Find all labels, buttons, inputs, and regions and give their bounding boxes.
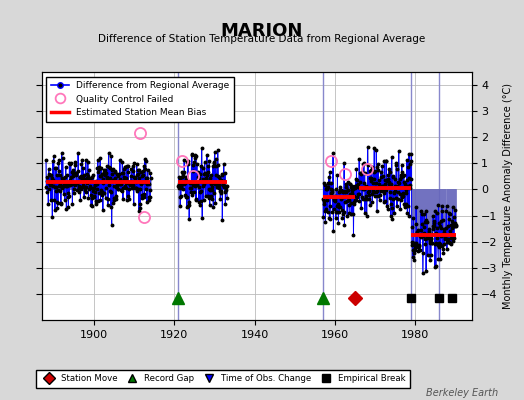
Legend: Station Move, Record Gap, Time of Obs. Change, Empirical Break: Station Move, Record Gap, Time of Obs. C… [36, 370, 410, 388]
Text: Difference of Station Temperature Data from Regional Average: Difference of Station Temperature Data f… [99, 34, 425, 44]
Legend: Difference from Regional Average, Quality Control Failed, Estimated Station Mean: Difference from Regional Average, Qualit… [47, 76, 234, 122]
Text: MARION: MARION [221, 22, 303, 40]
Text: Berkeley Earth: Berkeley Earth [425, 388, 498, 398]
Y-axis label: Monthly Temperature Anomaly Difference (°C): Monthly Temperature Anomaly Difference (… [504, 83, 514, 309]
